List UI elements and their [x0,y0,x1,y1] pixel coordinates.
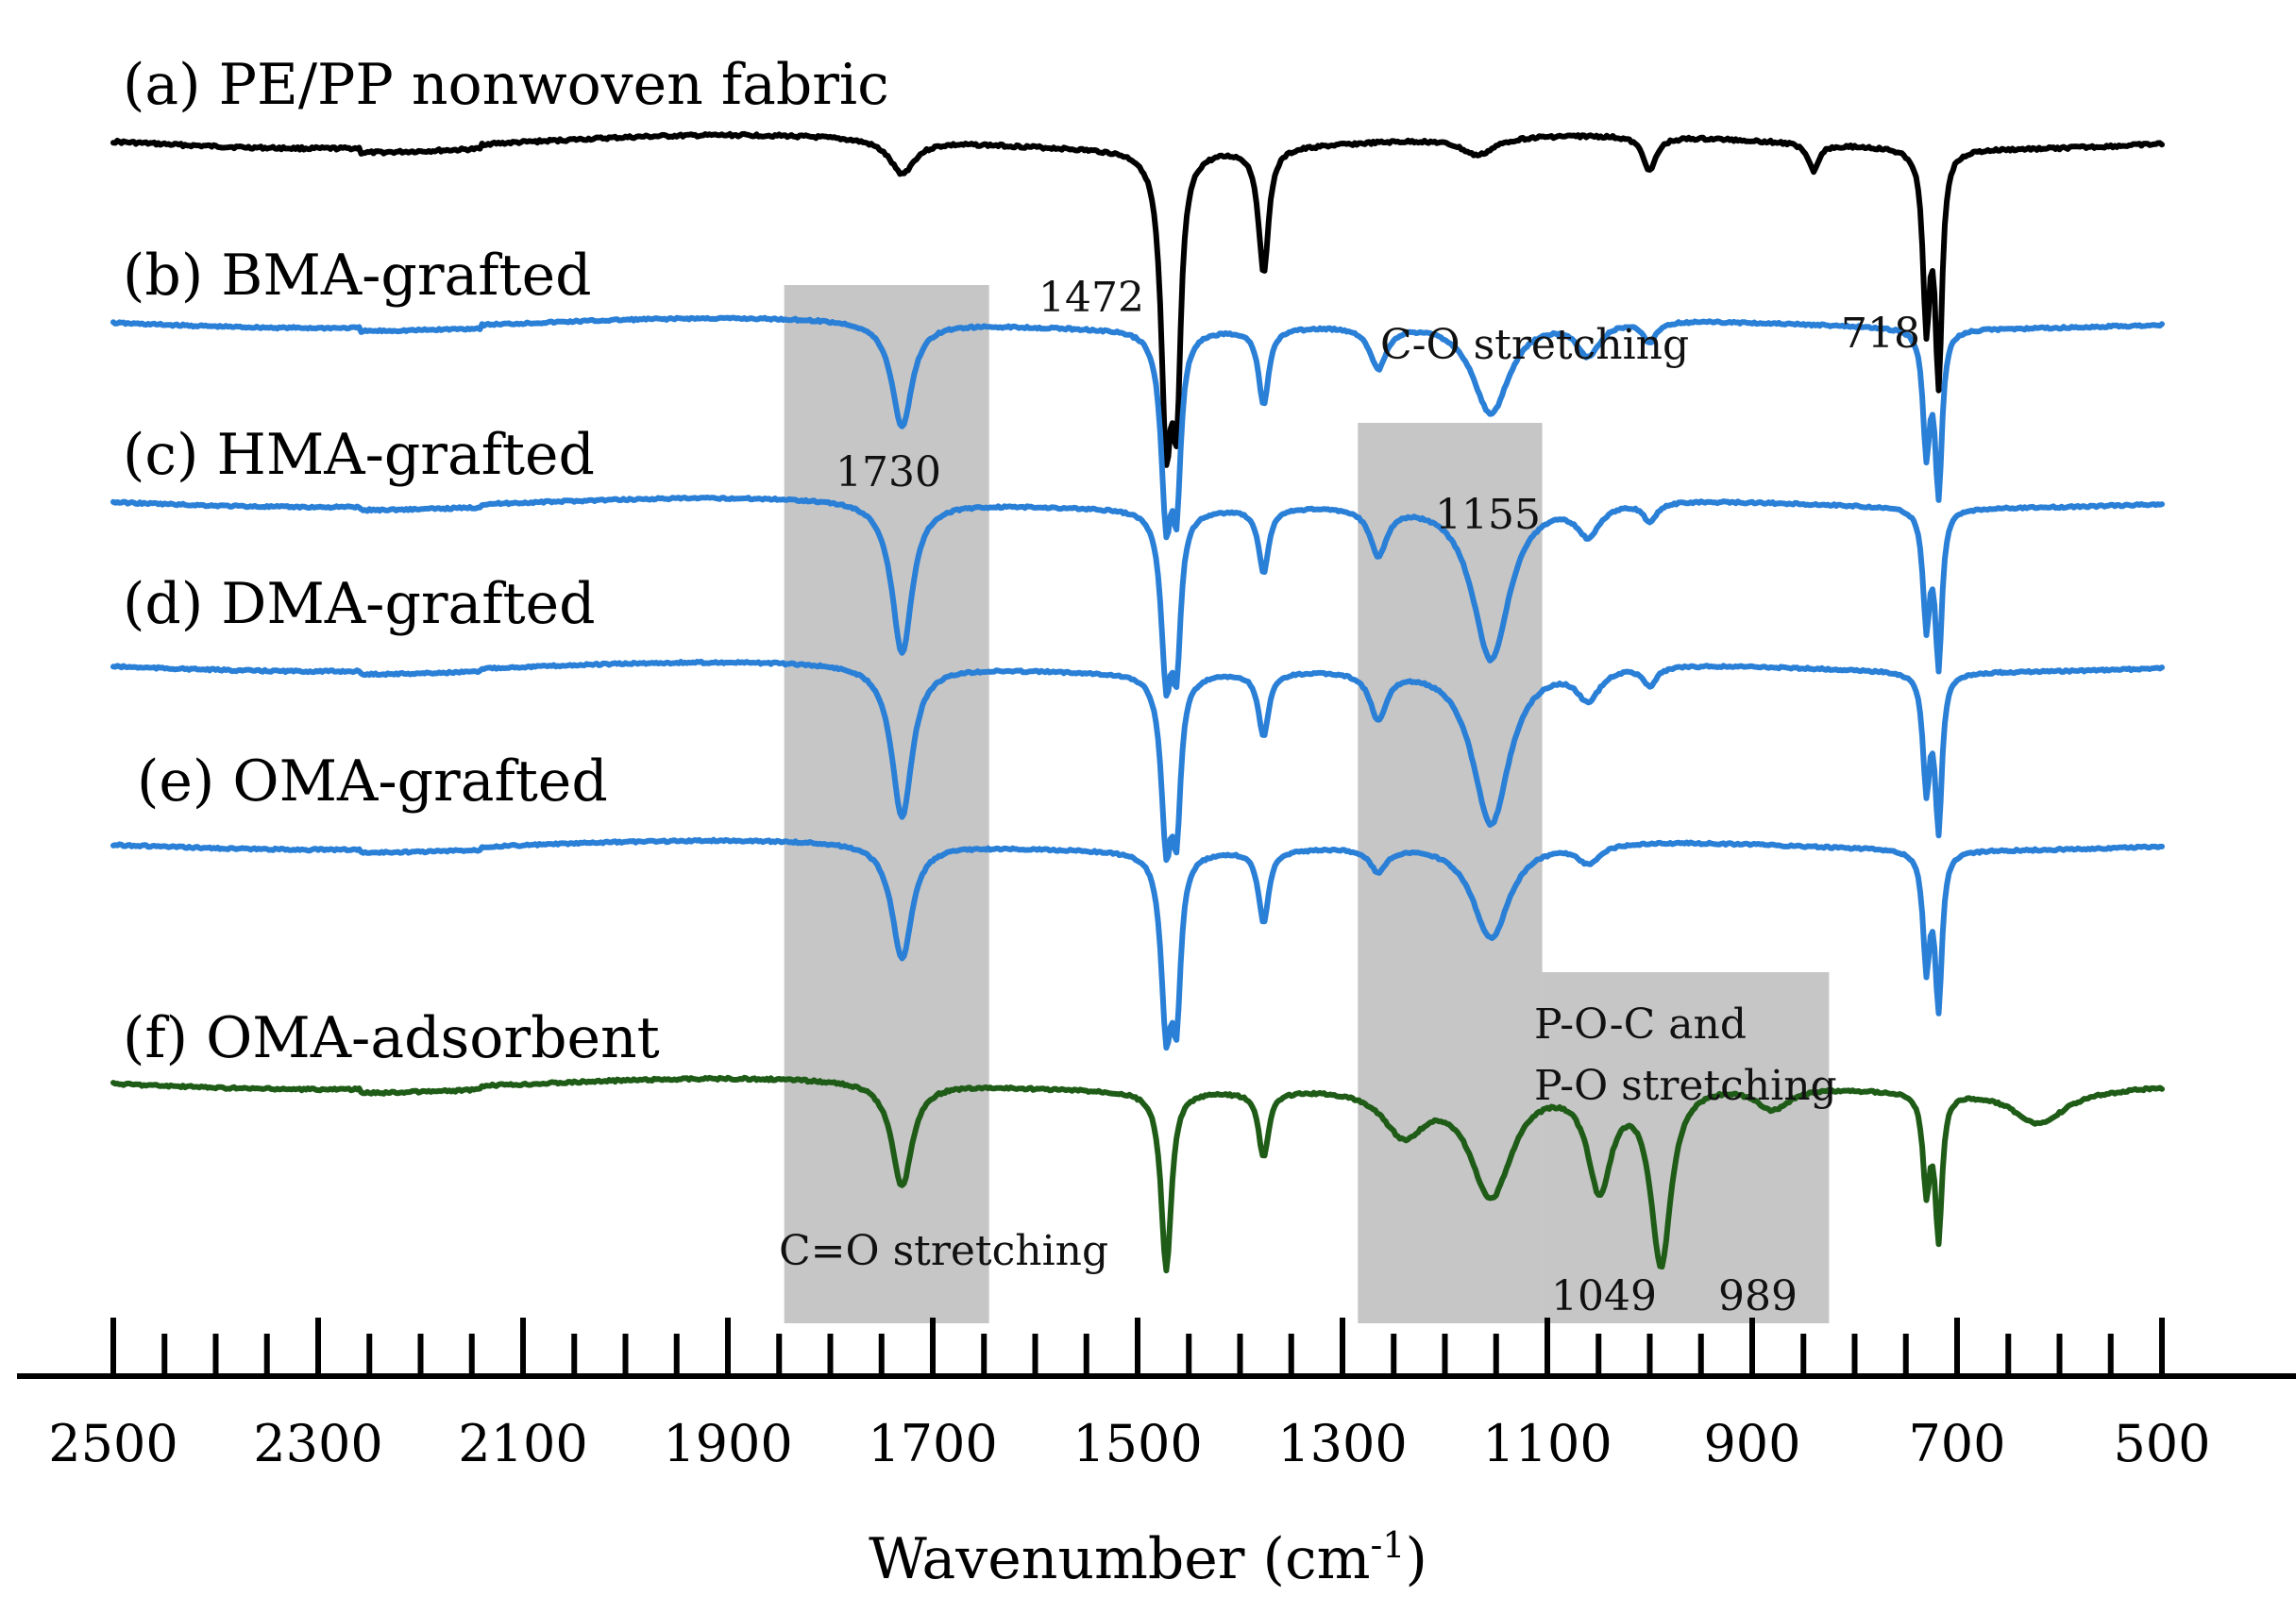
spectra-traces [110,130,2165,1274]
series-label-bma: (b) BMA-grafted [123,243,592,309]
x-axis-title-main: Wavenumber (cm [869,1526,1370,1592]
annotation-1730: 1730 [836,448,941,496]
trace-pe-pp [110,130,2165,468]
tick-label-900: 900 [1703,1414,1800,1473]
series-label-dma: (d) DMA-grafted [123,571,596,637]
trace-oma-grafted [110,836,2165,1051]
annotation-718: 718 [1841,310,1920,358]
annotation-1155: 1155 [1435,491,1541,539]
tick-label-1900: 1900 [663,1414,792,1473]
x-axis-title-close: ) [1406,1526,1427,1592]
tick-label-1100: 1100 [1482,1414,1612,1473]
trace-oma-adsorbent [110,1074,2165,1274]
tick-label-2500: 2500 [48,1414,177,1473]
annotation-poc-line2: P-O stretching [1534,1062,1837,1110]
series-label-hma: (c) HMA-grafted [123,422,595,488]
x-axis-ticks [110,1318,2165,1376]
annotation-c-o-stretching: C-O stretching [1380,321,1689,369]
shaded-regions [784,285,1830,1323]
annotation-c-o-double-stretching: C=O stretching [779,1227,1108,1275]
annotation-poc-line1: P-O-C and [1534,1000,1747,1049]
series-label-oma: (e) OMA-grafted [137,748,608,815]
tick-label-2300: 2300 [253,1414,382,1473]
tick-label-1500: 1500 [1072,1414,1202,1473]
band-c-o-stretch-region [784,285,989,1323]
tick-label-2100: 2100 [458,1414,587,1473]
tick-label-1700: 1700 [868,1414,997,1473]
tick-label-1300: 1300 [1277,1414,1407,1473]
x-axis-tick-labels: 2500 2300 2100 1900 1700 1500 1300 1100 900 700 50… [48,1414,2210,1473]
x-axis-title: Wavenumber (cm-1) [869,1524,1427,1592]
tick-label-500: 500 [2113,1414,2210,1473]
series-label-oma-adsorbent: (f) OMA-adsorbent [123,1005,660,1071]
annotation-1049: 1049 [1551,1272,1657,1320]
x-axis-title-sup: -1 [1370,1524,1405,1566]
trace-bma-grafted [110,314,2165,541]
annotation-1472: 1472 [1038,274,1144,322]
trace-hma-grafted [110,495,2165,699]
band-c-o-single-region [1358,423,1543,1323]
series-label-pe-pp: (a) PE/PP nonwoven fabric [123,52,889,118]
trace-dma-grafted [110,658,2165,864]
tick-label-700: 700 [1908,1414,2005,1473]
band-p-o-region [1542,972,1830,1323]
annotation-989: 989 [1718,1272,1798,1320]
